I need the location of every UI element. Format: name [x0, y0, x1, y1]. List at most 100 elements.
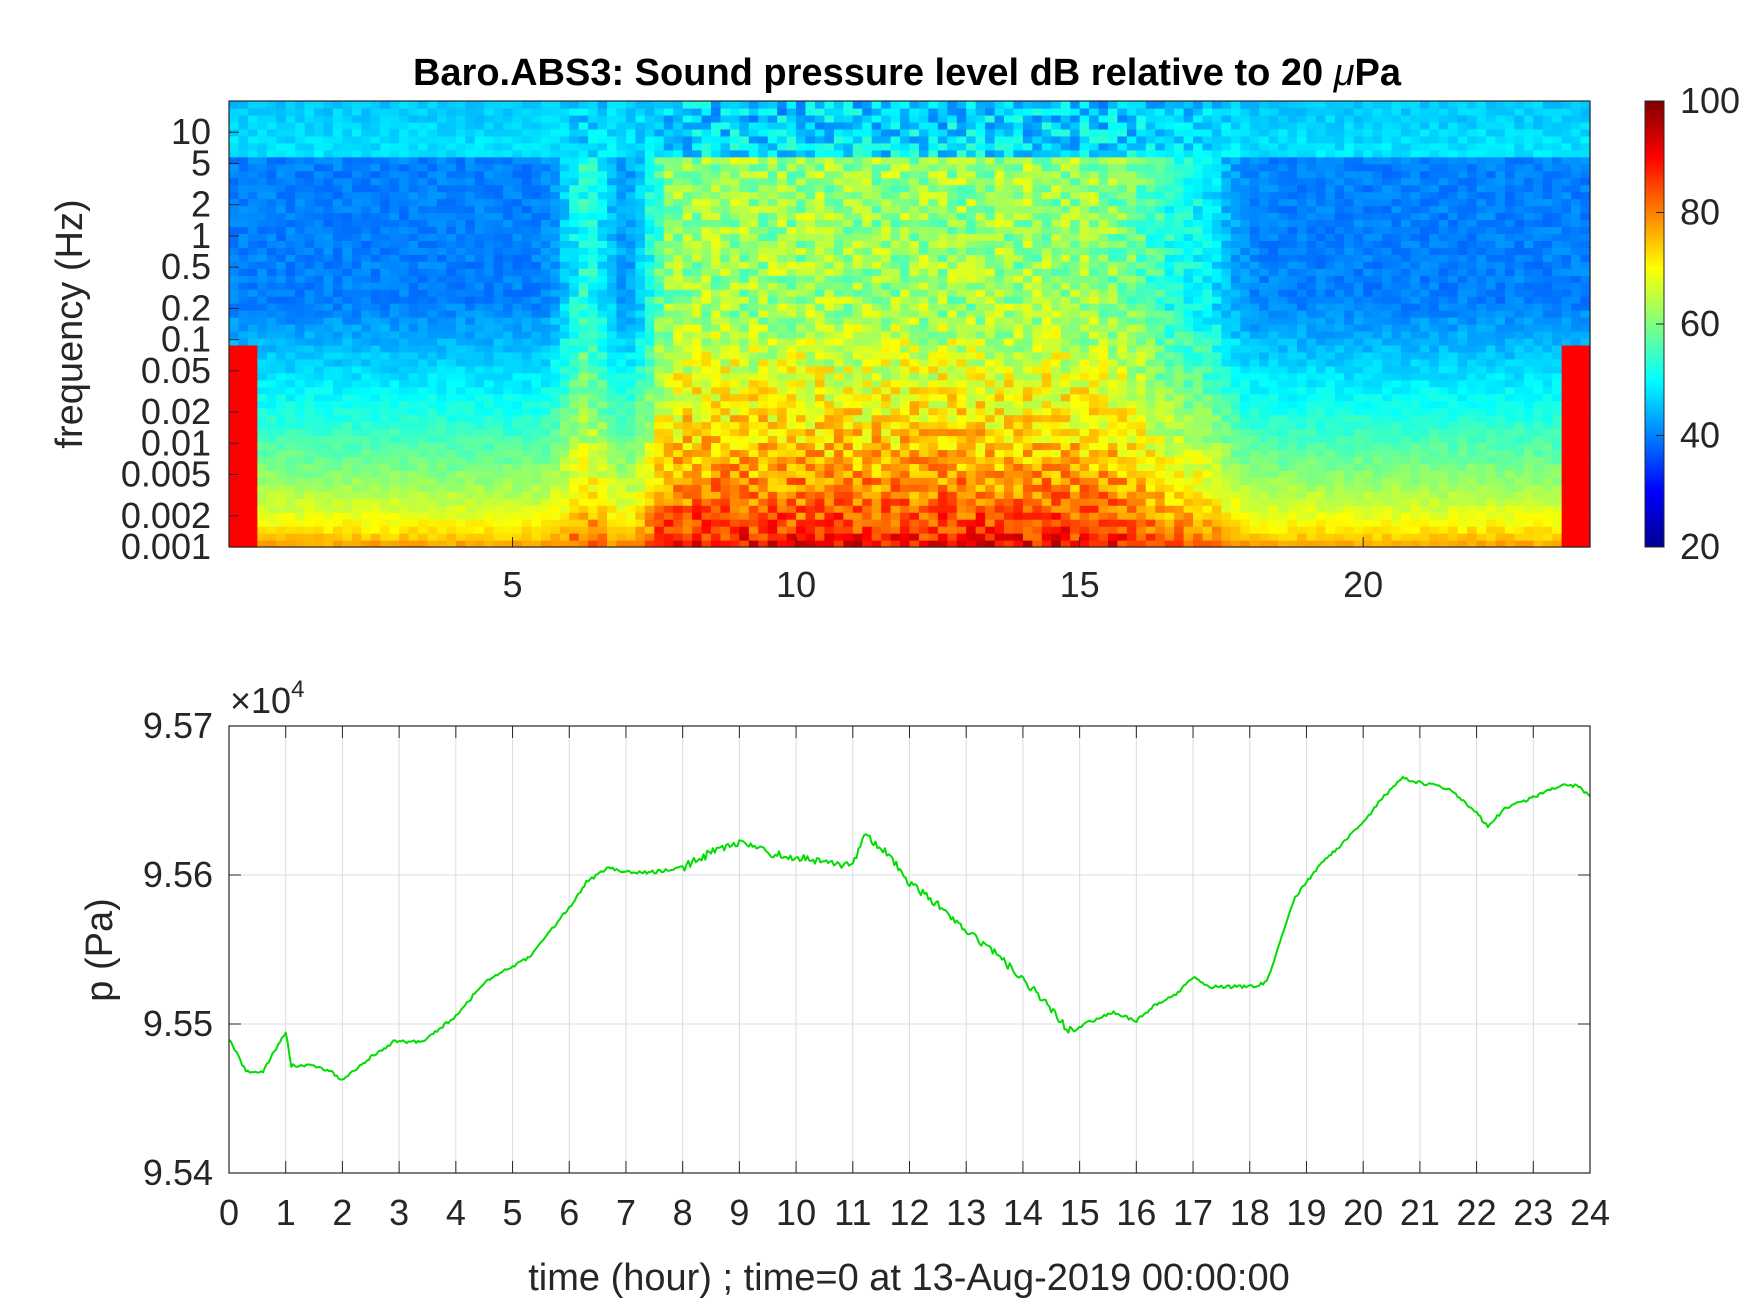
spectrogram-cell [947, 240, 958, 248]
spectrogram-cell [247, 163, 258, 172]
spectrogram-cell [673, 519, 684, 527]
spectrogram-cell [881, 121, 892, 130]
spectrogram-cell [682, 177, 693, 186]
spectrogram-cell [663, 351, 674, 360]
spectrogram-cell [370, 456, 381, 464]
spectrogram-cell [956, 101, 967, 109]
spectrogram-cell [276, 330, 287, 339]
spectrogram-cell [389, 121, 400, 130]
spectrogram-cell [625, 107, 637, 116]
spectrogram-cell [540, 400, 551, 409]
spectrogram-cell [682, 533, 693, 541]
spectrogram-cell [569, 296, 580, 304]
spectrogram-cell [814, 484, 826, 492]
spectrogram-cell [446, 407, 457, 416]
spectrogram-cell [918, 456, 929, 464]
spectrogram-cell [588, 142, 599, 151]
spectrogram-cell [323, 512, 334, 520]
spectrogram-cell [918, 351, 929, 360]
spectrogram-cell [295, 156, 306, 165]
spectrogram-cell [644, 407, 655, 416]
spectrogram-cell [786, 198, 797, 207]
spectrogram-cell [597, 121, 608, 130]
spectrogram-cell [380, 519, 391, 527]
spectrogram-cell [295, 247, 306, 255]
spectrogram-cell [304, 149, 315, 158]
spectrogram-cell [229, 135, 240, 144]
spectrogram-cell [720, 344, 731, 353]
spectrogram-cell [285, 254, 296, 262]
spectrogram-cell [635, 358, 646, 367]
spectrogram-cell [276, 275, 287, 283]
spectrogram-cell [777, 337, 788, 346]
spectrogram-cell [635, 379, 646, 388]
spectrogram-cell [748, 449, 759, 458]
spectrogram-cell [625, 463, 637, 471]
spectrogram-cell [767, 456, 778, 464]
spectrogram-cell [361, 428, 372, 437]
spectrogram-cell [956, 407, 967, 416]
spectrogram-cell [295, 191, 306, 200]
spectrogram-cell [285, 498, 296, 506]
spectrogram-cell [682, 421, 693, 430]
spectrogram-cell [833, 121, 844, 130]
spectrogram-cell [663, 156, 674, 165]
spectrogram-cell [796, 428, 807, 437]
spectrogram-cell [351, 540, 362, 548]
spectrogram-cell [900, 477, 911, 485]
spectrogram-cell [654, 456, 665, 464]
spectrogram-cell [531, 128, 542, 137]
spectrogram-cell [370, 296, 381, 304]
spectrogram-cell [295, 337, 306, 346]
spectrogram-cell [767, 491, 778, 499]
spectrogram-cell [484, 407, 495, 416]
spectrogram-cell [909, 540, 920, 548]
spectrogram-cell [503, 491, 514, 499]
spectrogram-cell [814, 498, 826, 506]
spectrogram-cell [824, 512, 835, 520]
spectrogram-cell [682, 212, 693, 221]
spectrogram-cell [786, 310, 797, 318]
spectrogram-cell [304, 317, 315, 325]
spectrogram-cell [569, 498, 580, 506]
spectrogram-cell [257, 470, 268, 478]
spectrogram-cell [389, 533, 400, 541]
spectrogram-cell [767, 121, 778, 130]
spectrogram-cell [569, 372, 580, 381]
spectrogram-cell [758, 463, 769, 471]
spectrogram-cell [767, 330, 778, 339]
spectrogram-cell [625, 212, 637, 221]
spectrogram-cell [351, 149, 362, 158]
spectrogram-cell [701, 226, 712, 235]
spectrogram-cell [484, 386, 495, 395]
spectrogram-cell [871, 254, 882, 262]
spectrogram-cell [427, 456, 438, 464]
spectrogram-cell [748, 212, 759, 221]
spectrogram-cell [389, 386, 400, 395]
spectrogram-cell [493, 442, 504, 451]
spectrogram-cell [531, 512, 542, 520]
spectrogram-cell [711, 379, 722, 388]
spectrogram-cell [654, 142, 665, 151]
spectrogram-cell [833, 101, 844, 109]
spectrogram-cell [578, 449, 589, 458]
spectrogram-cell [928, 121, 939, 130]
spectrogram-cell [370, 254, 381, 262]
spectrogram-cell [323, 261, 334, 269]
spectrogram-cell [503, 414, 514, 423]
spectrogram-cell [644, 337, 655, 346]
spectrogram-cell [767, 212, 778, 221]
spectrogram-cell [682, 337, 693, 346]
spectrogram-cell [871, 114, 882, 123]
spectrogram-cell [323, 337, 334, 346]
spectrogram-cell [937, 114, 948, 123]
spectrogram-cell [796, 219, 807, 228]
spectrogram-cell [295, 351, 306, 360]
spectrogram-cell [285, 324, 296, 332]
spectrogram-cell [692, 198, 703, 207]
spectrogram-cell [540, 414, 551, 423]
spectrogram-cell [474, 114, 485, 123]
spectrogram-cell [588, 470, 599, 478]
spectrogram-cell [673, 156, 684, 165]
spectrogram-cell [937, 184, 948, 193]
